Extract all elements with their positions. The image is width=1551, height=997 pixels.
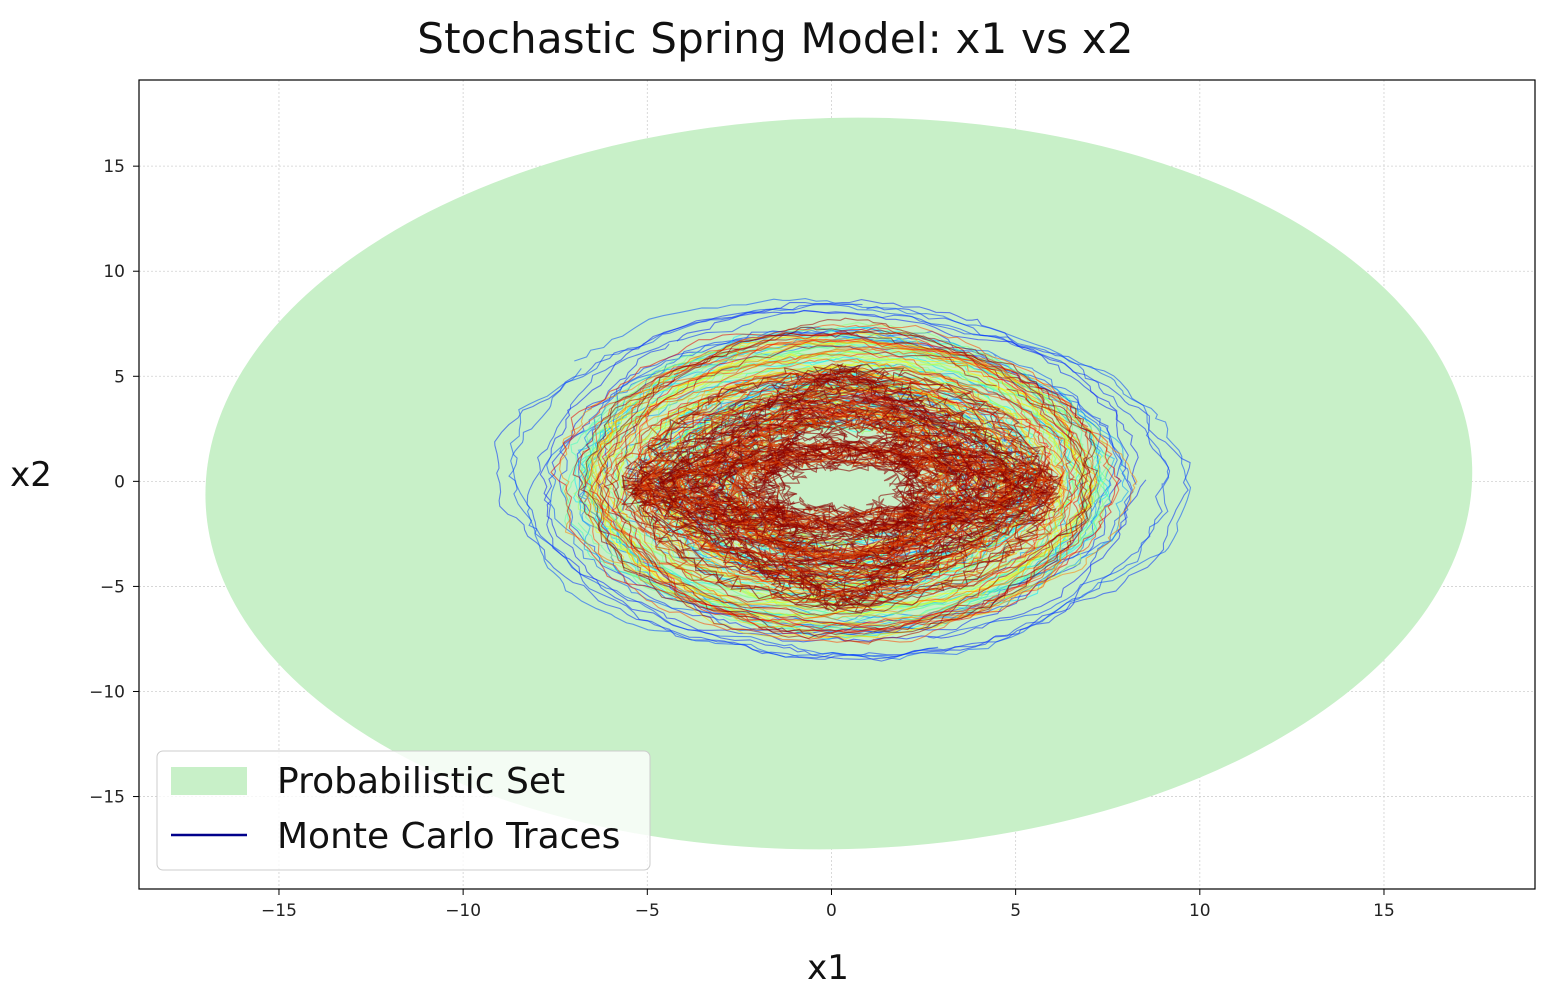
monte-carlo-trace <box>558 329 1134 634</box>
monte-carlo-trace-core <box>652 433 1039 542</box>
monte-carlo-trace-core <box>620 419 1064 555</box>
y-tick-label: −15 <box>89 788 125 808</box>
monte-carlo-trace <box>611 338 1081 630</box>
monte-carlo-trace-core <box>682 440 1006 534</box>
monte-carlo-traces <box>494 298 1192 662</box>
monte-carlo-trace <box>509 298 1192 660</box>
x-tick-label: −10 <box>445 901 481 921</box>
monte-carlo-trace-core <box>730 415 955 560</box>
x-tick-label: 5 <box>1010 901 1021 921</box>
monte-carlo-trace <box>598 317 1099 643</box>
y-tick-label: −10 <box>89 682 125 702</box>
x-tick-label: −15 <box>261 901 297 921</box>
monte-carlo-trace-core <box>645 458 1038 517</box>
monte-carlo-trace <box>603 358 1073 592</box>
monte-carlo-trace-core <box>729 402 953 574</box>
legend-label-probabilistic-set: Probabilistic Set <box>277 761 565 802</box>
monte-carlo-trace <box>593 349 1096 617</box>
legend-label-monte-carlo-traces: Monte Carlo Traces <box>277 816 620 857</box>
monte-carlo-trace-core <box>744 413 936 559</box>
monte-carlo-trace <box>601 353 1067 603</box>
monte-carlo-trace <box>585 355 1087 609</box>
probabilistic-set-ellipse <box>205 117 1473 850</box>
x-tick-label: 15 <box>1373 901 1395 921</box>
monte-carlo-trace <box>559 339 1138 627</box>
x-axis-label: x1 <box>807 948 849 988</box>
plot-area <box>205 117 1473 850</box>
x-tick-label: 10 <box>1189 901 1211 921</box>
monte-carlo-trace-core <box>731 362 955 614</box>
x-tick-label: 0 <box>826 901 837 921</box>
monte-carlo-trace-core <box>778 461 909 517</box>
legend-box <box>156 750 651 871</box>
monte-carlo-trace <box>526 309 1171 659</box>
monte-carlo-trace <box>567 338 1120 640</box>
y-tick-label: 10 <box>103 262 125 282</box>
monte-carlo-trace-core <box>622 437 1062 539</box>
monte-carlo-trace-core <box>631 367 1050 612</box>
y-axis-label: x2 <box>10 455 52 495</box>
monte-carlo-trace <box>579 350 1101 610</box>
monte-carlo-trace <box>494 303 1191 662</box>
x-tick-label: −5 <box>635 901 660 921</box>
monte-carlo-trace <box>583 323 1098 645</box>
monte-carlo-trace-core <box>658 407 1024 568</box>
monte-carlo-trace <box>635 359 1068 600</box>
y-tick-label: 15 <box>103 157 125 177</box>
monte-carlo-trace-core <box>745 451 934 525</box>
y-tick-label: 0 <box>114 472 125 492</box>
monte-carlo-trace-core <box>674 415 1014 559</box>
legend-swatch-probabilistic-set <box>171 767 247 795</box>
monte-carlo-trace <box>579 326 1097 639</box>
monte-carlo-trace-core <box>636 368 1046 608</box>
monte-carlo-trace-core <box>642 406 1047 569</box>
monte-carlo-trace-core <box>773 371 910 603</box>
monte-carlo-trace-core <box>679 385 1012 592</box>
monte-carlo-trace <box>508 304 1170 657</box>
monte-carlo-trace <box>539 310 1147 643</box>
chart-title: Stochastic Spring Model: x1 vs x2 <box>417 14 1134 63</box>
y-tick-label: 5 <box>114 367 125 387</box>
axes-frame <box>138 79 1536 890</box>
y-tick-label: −5 <box>100 577 125 597</box>
monte-carlo-trace-core <box>753 426 931 548</box>
monte-carlo-trace <box>550 332 1121 635</box>
x-axis-ticks: −15 −10 −5 0 5 10 15 <box>261 889 1395 921</box>
legend: Probabilistic Set Monte Carlo Traces <box>156 750 651 871</box>
monte-carlo-trace <box>591 341 1093 613</box>
y-axis-ticks: −15 −10 −5 0 5 10 15 <box>89 157 139 808</box>
monte-carlo-trace <box>595 345 1092 617</box>
monte-carlo-trace <box>572 329 1089 632</box>
